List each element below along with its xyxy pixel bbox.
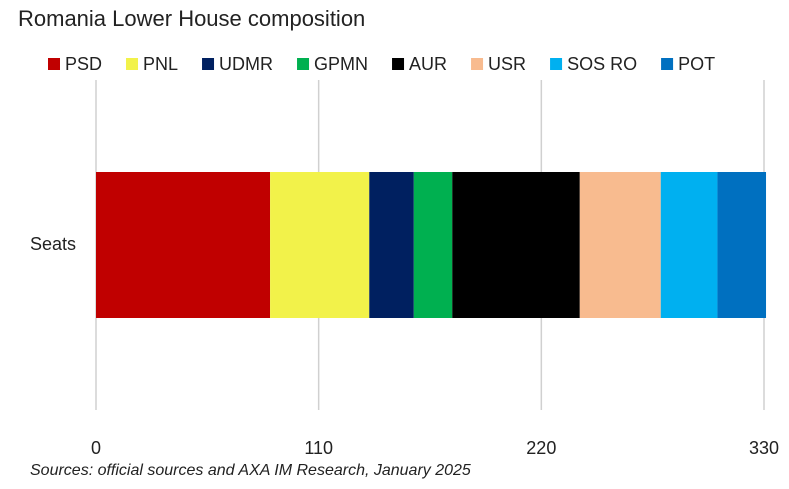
bar-segment xyxy=(270,172,370,318)
x-tick-label: 330 xyxy=(749,438,779,458)
legend-label: SOS RO xyxy=(567,54,637,74)
y-tick-label: Seats xyxy=(30,234,76,254)
legend-swatch xyxy=(202,58,215,70)
legend-label: GPMN xyxy=(314,54,368,74)
legend-label: AUR xyxy=(409,54,447,74)
legend-label: PSD xyxy=(65,54,102,74)
bar-segment xyxy=(660,172,718,318)
bar-segment xyxy=(717,172,767,318)
bar-segment xyxy=(369,172,414,318)
bar-segment xyxy=(413,172,453,318)
legend-label: USR xyxy=(488,54,526,74)
source-note: Sources: official sources and AXA IM Res… xyxy=(30,462,471,479)
x-tick-label: 0 xyxy=(91,438,101,458)
legend-swatch xyxy=(550,58,563,70)
x-tick-label: 220 xyxy=(526,438,556,458)
legend-swatch xyxy=(126,58,139,70)
legend-label: POT xyxy=(678,54,715,74)
bar-segment xyxy=(579,172,661,318)
legend-label: UDMR xyxy=(219,54,273,74)
legend-swatch xyxy=(48,58,60,70)
legend-swatch xyxy=(661,58,674,70)
bar-segment xyxy=(96,172,271,318)
legend-label: PNL xyxy=(143,54,178,74)
x-tick-label: 110 xyxy=(304,438,333,458)
legend-swatch xyxy=(392,58,405,70)
legend-swatch xyxy=(297,58,310,70)
legend-swatch xyxy=(471,58,484,70)
bar-segment xyxy=(452,172,580,318)
chart-title: Romania Lower House composition xyxy=(18,6,365,31)
